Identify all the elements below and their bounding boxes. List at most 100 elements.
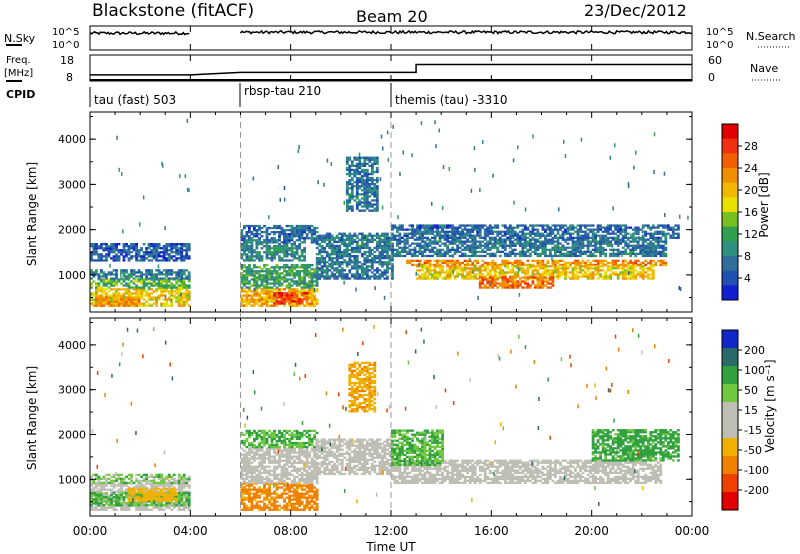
power-cell: [353, 246, 357, 250]
power-cell: [624, 269, 628, 272]
power-cell: [423, 277, 427, 280]
power-cell: [433, 246, 437, 249]
power-cell: [313, 304, 316, 307]
power-cell: [666, 226, 670, 229]
power-cell: [626, 242, 630, 245]
power-cell: [441, 205, 444, 210]
power-cell: [268, 278, 271, 281]
power-cell: [383, 242, 387, 246]
power-cell: [551, 256, 553, 261]
power-cell: [526, 284, 530, 287]
power-cell: [488, 284, 492, 287]
power-cell: [90, 253, 93, 256]
power-cell: [403, 238, 407, 241]
power-cell: [100, 302, 103, 305]
power-cell: [368, 187, 372, 190]
power-cell: [375, 176, 379, 180]
power-cell: [248, 239, 251, 242]
power-cell: [488, 246, 492, 249]
power-cell: [513, 254, 517, 258]
power-cell: [280, 241, 284, 244]
power-cell: [634, 277, 638, 280]
power-cell: [576, 224, 580, 227]
power-cell: [360, 189, 364, 192]
power-cell: [350, 242, 354, 246]
power-cell: [248, 288, 251, 291]
power-cell: [554, 240, 557, 243]
power-cell: [478, 250, 482, 253]
power-cell: [288, 302, 291, 305]
power-cell: [283, 274, 286, 277]
power-cell: [125, 253, 128, 256]
power-cell: [438, 238, 442, 241]
power-cell: [418, 230, 422, 233]
power-cell: [443, 275, 447, 278]
power-cell: [596, 261, 600, 265]
power-cell: [288, 292, 291, 295]
power-cell: [142, 290, 146, 293]
power-cell: [506, 259, 510, 262]
power-cell: [518, 292, 521, 297]
power-cell: [478, 254, 482, 258]
power-cell: [433, 236, 437, 239]
power-cell: [160, 294, 163, 297]
power-cell: [631, 248, 635, 251]
power-cell: [177, 275, 181, 278]
power-cell: [639, 252, 643, 255]
power-cell: [656, 242, 660, 245]
power-cell: [493, 240, 497, 243]
power-cell: [295, 251, 299, 254]
power-cell: [571, 275, 575, 278]
power-cell: [355, 203, 359, 206]
power-cell: [270, 239, 274, 242]
power-cell: [355, 242, 359, 246]
power-cell: [150, 282, 153, 285]
power-cell: [363, 205, 367, 208]
power-cell: [308, 224, 311, 228]
power-cell: [110, 304, 113, 307]
power-cell: [473, 238, 477, 241]
power-cell: [350, 275, 354, 278]
power-cell: [290, 231, 294, 234]
power-cell: [512, 158, 515, 163]
power-cell: [343, 253, 347, 256]
power-cell: [265, 300, 269, 303]
power-cell: [559, 271, 562, 274]
power-cell: [105, 273, 108, 276]
power-cell: [554, 244, 557, 247]
power-cell: [529, 246, 532, 249]
power-cell: [275, 278, 279, 281]
power-cell: [360, 240, 364, 243]
power-cell: [411, 153, 413, 158]
power-cell: [348, 197, 352, 200]
power-cell: [601, 265, 605, 268]
power-cell: [611, 273, 615, 276]
power-cell: [290, 280, 294, 283]
power-cell: [498, 250, 502, 253]
power-cell: [112, 249, 116, 252]
power-cell: [355, 162, 359, 165]
power-cell: [298, 302, 301, 305]
power-cell: [310, 296, 314, 299]
power-cell: [398, 238, 402, 241]
power-cell: [293, 247, 296, 250]
power-cell: [584, 275, 587, 278]
power-cell: [448, 265, 452, 268]
power-cell: [288, 284, 291, 287]
power-cell: [363, 271, 367, 274]
power-cell: [363, 250, 367, 254]
power-cell: [132, 247, 136, 250]
power-cell: [358, 172, 362, 176]
power-cell: [654, 250, 658, 253]
power-cell: [160, 259, 163, 262]
power-cell: [594, 250, 597, 253]
power-cell: [631, 244, 635, 247]
power-cell: [245, 233, 249, 236]
power-cell: [576, 228, 580, 231]
power-cell: [167, 277, 171, 280]
power-cell: [551, 280, 555, 283]
power-cell: [554, 271, 557, 274]
power-cell: [574, 275, 577, 278]
power-cell: [358, 201, 362, 204]
power-cell: [391, 242, 394, 245]
